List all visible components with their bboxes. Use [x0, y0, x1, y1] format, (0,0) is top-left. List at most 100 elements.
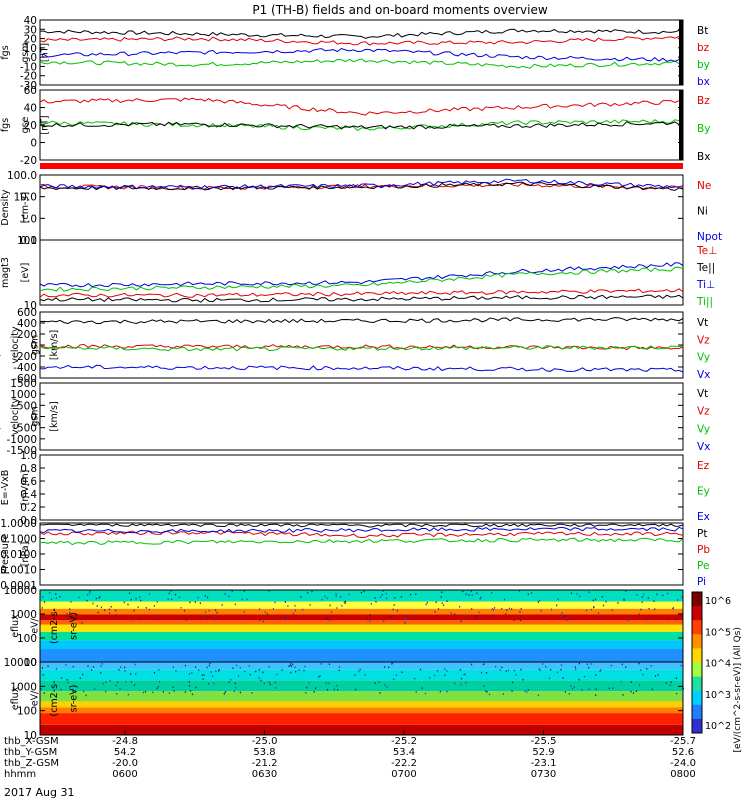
spectrogram-speckle: [140, 599, 142, 602]
spectrogram-speckle: [127, 693, 129, 696]
spectrogram-speckle: [321, 598, 323, 601]
colorbar-segment: [692, 620, 702, 635]
spectrogram-speckle: [404, 617, 406, 619]
y-tick-label: 10.0: [14, 192, 37, 204]
spectrogram-speckle: [446, 670, 448, 672]
spectrogram-speckle: [157, 685, 159, 688]
spectrogram-speckle: [550, 608, 553, 611]
y-tick-label: 20: [24, 34, 37, 46]
spectrogram-speckle: [566, 617, 568, 619]
spectrogram-speckle: [454, 682, 456, 685]
spectrogram-speckle: [488, 693, 491, 696]
spectrogram-speckle: [239, 667, 241, 669]
spectrogram-speckle: [85, 694, 87, 697]
spectrogram-speckle: [370, 603, 372, 605]
y-tick-label: 40: [24, 103, 37, 115]
spectrogram-speckle: [175, 670, 177, 672]
spectrogram-speckle: [215, 670, 217, 672]
spectrogram-speckle: [483, 663, 485, 665]
y-axis-label: thbpeirenefluxeV/(cm2-s-sr-eV): [0, 608, 80, 644]
legend-label-vy: Vy: [697, 423, 710, 435]
legend-label-vt: Vt: [697, 388, 708, 400]
spectrogram-speckle: [194, 601, 196, 603]
spectrogram-speckle: [495, 665, 497, 668]
y-tick-label: 500: [17, 400, 37, 412]
y-tick-label: 0.0: [20, 515, 37, 527]
spectrogram-speckle: [213, 618, 215, 621]
spectrogram-speckle: [439, 690, 441, 693]
spectrogram-speckle: [638, 613, 640, 616]
spectrogram-speckle: [268, 681, 270, 684]
spectrogram-speckle: [294, 666, 296, 668]
spectrogram-speckle: [595, 694, 597, 696]
spectrogram-speckle: [454, 613, 456, 615]
spectrogram-speckle: [208, 609, 210, 612]
spectrogram-speckle: [92, 666, 95, 668]
spectrogram-speckle: [40, 688, 42, 690]
spectrogram-speckle: [241, 598, 243, 600]
x-tick-label: -20.0: [112, 758, 138, 769]
spectrogram-speckle: [450, 612, 452, 614]
spectrogram-speckle: [573, 686, 575, 688]
x-tick-label: 52.6: [672, 747, 694, 758]
spectrogram-speckle: [394, 597, 396, 599]
spectrogram-speckle: [590, 608, 592, 611]
series-line-pe: [39, 537, 684, 546]
spectrogram-speckle: [262, 671, 264, 674]
spectrogram-speckle: [538, 668, 540, 670]
spectrogram-speckle: [537, 694, 539, 696]
spectrogram-speckle: [98, 597, 100, 599]
spectrogram-speckle: [583, 675, 586, 678]
spectrogram-speckle: [189, 690, 192, 692]
spectrogram-speckle: [43, 601, 46, 603]
spectrogram-speckle: [375, 601, 377, 603]
spectrogram-speckle: [326, 617, 328, 620]
spectrogram-speckle: [173, 690, 175, 692]
spectrogram-speckle: [255, 670, 257, 673]
spectrogram-speckle: [571, 688, 574, 690]
x-row-label: thb_Z-GSM: [4, 758, 59, 769]
spectrogram-speckle: [436, 670, 439, 672]
spectrogram-speckle: [92, 602, 94, 605]
spectrogram-speckle: [632, 692, 635, 694]
spectrogram-band: [40, 680, 683, 692]
spectrogram-speckle: [53, 609, 56, 611]
legend-label-npot: Npot: [697, 231, 722, 243]
y-label-line: eflux: [10, 686, 21, 710]
spectrogram-speckle: [640, 608, 642, 611]
y-tick-label: -1000: [6, 434, 37, 446]
spectrogram-speckle: [244, 617, 246, 619]
spectrogram-speckle: [369, 614, 371, 616]
spectrogram-speckle: [125, 680, 127, 683]
spectrogram-speckle: [480, 671, 483, 674]
spectrogram-speckle: [570, 685, 572, 687]
spectrogram-speckle: [82, 673, 84, 676]
spectrogram-speckle: [55, 593, 57, 595]
legend-label-bz: bz: [697, 42, 710, 54]
spectrogram-speckle: [99, 596, 101, 598]
x-tick-label: -21.2: [252, 758, 278, 769]
x-tick-label: 0630: [252, 769, 277, 780]
spectrogram-speckle: [171, 598, 173, 600]
spectrogram-speckle: [168, 592, 170, 595]
spectrogram-band: [40, 640, 683, 650]
spectrogram-speckle: [610, 664, 612, 667]
x-tick-label: -25.2: [391, 736, 417, 747]
y-label-line: Density: [0, 189, 11, 225]
spectrogram-speckle: [272, 608, 274, 610]
spectrogram-speckle: [576, 593, 578, 595]
spectrogram-speckle: [158, 669, 160, 671]
spectrogram-speckle: [74, 685, 76, 687]
spectrogram-speckle: [360, 592, 362, 594]
spectrogram-speckle: [414, 677, 416, 680]
spectrogram-speckle: [588, 667, 590, 669]
y-tick-label: 30: [24, 24, 37, 36]
legend-label-pb: Pb: [697, 544, 710, 556]
spectrogram-speckle: [266, 613, 268, 615]
spectrogram-speckle: [326, 597, 328, 599]
spectrogram-speckle: [156, 601, 158, 603]
spectrogram-speckle: [305, 692, 307, 694]
colorbar-tick-label: 10^2: [705, 721, 731, 732]
y-label-line: velocity: [10, 326, 21, 364]
y-tick-label: 0.8: [20, 463, 37, 475]
